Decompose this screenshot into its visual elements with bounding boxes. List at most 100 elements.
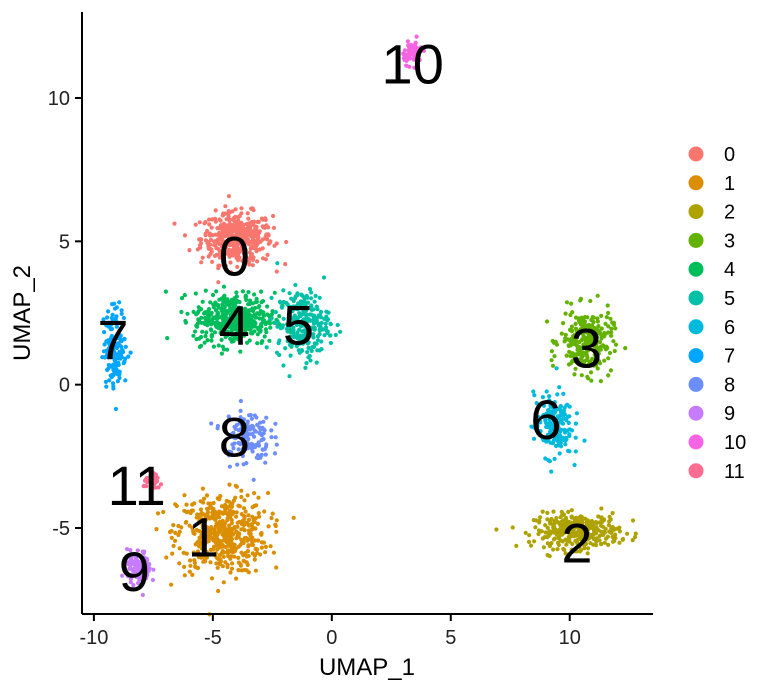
- data-point-cluster-1: [197, 540, 202, 545]
- data-point-cluster-1: [224, 498, 229, 504]
- data-point-cluster-8: [215, 426, 220, 431]
- data-point-cluster-0: [240, 258, 245, 263]
- data-point-cluster-7: [117, 300, 122, 305]
- data-point-cluster-0: [225, 234, 230, 239]
- data-point-cluster-0: [283, 262, 288, 267]
- data-point-cluster-2: [531, 518, 536, 523]
- data-point-cluster-3: [609, 330, 614, 335]
- data-point-cluster-4: [222, 304, 227, 310]
- data-point-cluster-2: [558, 524, 564, 529]
- data-point-cluster-8: [227, 449, 232, 454]
- data-point-cluster-1: [161, 509, 166, 515]
- legend-swatch-4: [688, 261, 704, 277]
- legend-swatch-9: [688, 405, 704, 421]
- data-point-cluster-6: [573, 421, 579, 426]
- data-point-cluster-4: [240, 307, 245, 312]
- data-point-cluster-9: [134, 574, 139, 580]
- data-point-cluster-5: [289, 296, 294, 301]
- data-point-cluster-1: [193, 542, 198, 547]
- data-point-cluster-2: [569, 547, 574, 552]
- data-point-cluster-0: [235, 246, 240, 251]
- data-point-cluster-3: [595, 293, 600, 298]
- data-point-cluster-2: [599, 520, 604, 525]
- data-point-cluster-0: [217, 263, 222, 268]
- data-point-cluster-3: [573, 366, 578, 371]
- data-point-cluster-4: [222, 293, 227, 298]
- data-point-cluster-0: [187, 248, 192, 253]
- data-point-cluster-1: [209, 515, 214, 520]
- data-point-cluster-4: [253, 315, 258, 320]
- data-point-cluster-7: [113, 316, 118, 321]
- data-point-cluster-4: [250, 306, 255, 311]
- data-point-cluster-11: [155, 475, 160, 480]
- data-point-cluster-1: [250, 514, 255, 520]
- data-point-cluster-1: [252, 503, 257, 509]
- data-point-cluster-0: [220, 228, 225, 233]
- data-point-cluster-5: [295, 336, 300, 341]
- data-point-cluster-5: [317, 295, 322, 300]
- data-point-cluster-0: [233, 207, 238, 212]
- data-point-cluster-3: [610, 320, 615, 325]
- data-point-cluster-6: [531, 436, 537, 441]
- data-point-cluster-10: [414, 34, 419, 39]
- data-point-cluster-10: [405, 39, 410, 44]
- data-point-cluster-8: [238, 441, 243, 446]
- data-point-cluster-1: [243, 509, 248, 514]
- data-point-cluster-2: [538, 515, 543, 520]
- data-point-cluster-11: [150, 477, 155, 482]
- data-point-cluster-6: [554, 366, 559, 371]
- data-point-cluster-7: [120, 348, 125, 353]
- data-point-cluster-1: [228, 570, 233, 575]
- data-point-cluster-2: [584, 522, 590, 527]
- data-point-cluster-6: [552, 456, 557, 461]
- data-point-cluster-8: [232, 435, 237, 440]
- data-point-cluster-0: [222, 243, 228, 248]
- data-point-cluster-6: [572, 462, 577, 468]
- data-point-cluster-2: [625, 531, 630, 536]
- data-point-cluster-4: [253, 300, 258, 305]
- data-point-cluster-2: [584, 541, 589, 547]
- data-point-cluster-1: [244, 554, 249, 559]
- data-point-cluster-8: [252, 428, 257, 433]
- data-point-cluster-1: [230, 501, 235, 506]
- data-point-cluster-0: [198, 245, 203, 250]
- y-tick-label: -5: [52, 518, 70, 540]
- data-point-cluster-5: [307, 287, 313, 292]
- data-point-cluster-5: [275, 324, 280, 329]
- data-point-cluster-8: [236, 433, 241, 438]
- data-point-cluster-4: [212, 330, 218, 335]
- data-point-cluster-0: [266, 233, 271, 238]
- data-point-cluster-3: [571, 351, 576, 356]
- data-point-cluster-4: [257, 316, 262, 321]
- data-point-cluster-4: [193, 291, 198, 296]
- data-point-cluster-0: [205, 240, 210, 245]
- data-point-cluster-3: [563, 336, 568, 341]
- data-point-cluster-6: [549, 469, 554, 474]
- data-point-cluster-0: [235, 264, 240, 269]
- data-point-cluster-8: [269, 435, 274, 440]
- data-point-cluster-5: [278, 326, 283, 331]
- data-point-cluster-1: [164, 555, 169, 560]
- data-point-cluster-1: [274, 529, 279, 534]
- data-point-cluster-7: [115, 372, 121, 377]
- data-point-cluster-1: [195, 549, 201, 554]
- data-point-cluster-8: [272, 451, 278, 456]
- data-point-cluster-7: [128, 350, 133, 355]
- data-point-cluster-1: [239, 494, 244, 500]
- data-point-cluster-1: [217, 542, 222, 547]
- data-point-cluster-2: [574, 549, 579, 554]
- data-point-cluster-5: [325, 330, 330, 335]
- x-tick-label: 0: [326, 627, 337, 649]
- data-point-cluster-2: [547, 554, 552, 559]
- data-point-cluster-1: [221, 554, 226, 559]
- data-point-cluster-1: [188, 510, 193, 516]
- data-point-cluster-2: [594, 539, 599, 544]
- data-point-cluster-3: [566, 362, 572, 367]
- data-point-cluster-0: [206, 244, 211, 249]
- data-point-cluster-2: [599, 541, 604, 547]
- data-point-cluster-3: [567, 327, 573, 332]
- data-point-cluster-0: [193, 222, 198, 227]
- data-point-cluster-5: [289, 316, 294, 321]
- data-point-cluster-4: [250, 314, 255, 319]
- data-point-cluster-7: [115, 379, 120, 384]
